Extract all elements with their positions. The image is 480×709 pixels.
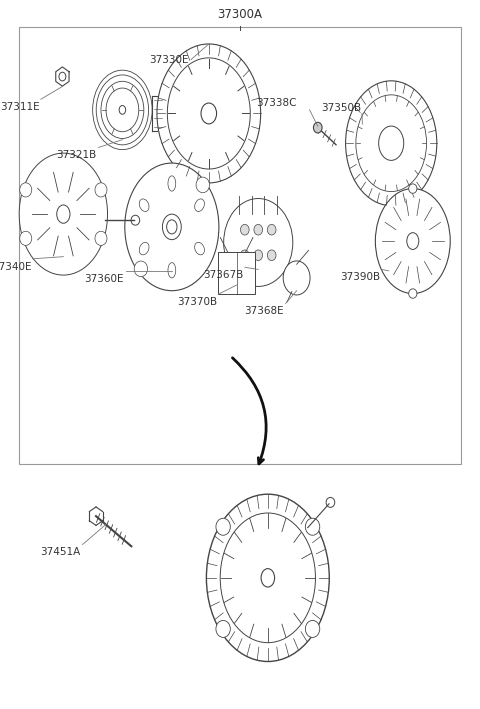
Bar xyxy=(19,27,461,464)
Ellipse shape xyxy=(254,250,263,261)
Text: 37340E: 37340E xyxy=(0,262,31,272)
Ellipse shape xyxy=(125,163,219,291)
Text: 37360E: 37360E xyxy=(84,274,124,284)
Ellipse shape xyxy=(379,126,404,160)
Ellipse shape xyxy=(305,518,320,535)
Bar xyxy=(218,252,255,294)
Ellipse shape xyxy=(267,250,276,261)
Ellipse shape xyxy=(283,261,310,295)
Ellipse shape xyxy=(168,176,176,191)
Ellipse shape xyxy=(408,184,417,194)
Ellipse shape xyxy=(216,620,230,637)
Ellipse shape xyxy=(261,569,275,587)
Ellipse shape xyxy=(168,58,250,169)
Ellipse shape xyxy=(167,220,177,234)
Ellipse shape xyxy=(19,153,108,275)
Ellipse shape xyxy=(375,189,450,294)
Ellipse shape xyxy=(267,224,276,235)
Ellipse shape xyxy=(305,620,320,637)
Text: 37350B: 37350B xyxy=(321,104,361,113)
Text: 37451A: 37451A xyxy=(40,547,81,557)
Ellipse shape xyxy=(346,81,437,206)
Ellipse shape xyxy=(157,44,261,183)
Ellipse shape xyxy=(139,199,149,211)
Ellipse shape xyxy=(216,518,230,535)
Text: 37390B: 37390B xyxy=(340,272,380,282)
Ellipse shape xyxy=(206,494,329,661)
Text: 37367B: 37367B xyxy=(204,270,244,280)
Ellipse shape xyxy=(95,183,107,197)
Ellipse shape xyxy=(313,122,322,133)
Text: 37311E: 37311E xyxy=(0,102,39,112)
Ellipse shape xyxy=(57,205,70,223)
Text: 37321B: 37321B xyxy=(56,150,96,160)
Ellipse shape xyxy=(201,103,216,124)
Text: 37370B: 37370B xyxy=(177,297,217,307)
Ellipse shape xyxy=(224,199,293,286)
Ellipse shape xyxy=(408,289,417,298)
Ellipse shape xyxy=(240,250,249,261)
Text: 37300A: 37300A xyxy=(217,9,263,21)
Text: 37330E: 37330E xyxy=(149,55,189,65)
Text: 37368E: 37368E xyxy=(244,306,284,316)
Ellipse shape xyxy=(195,199,204,211)
Ellipse shape xyxy=(95,231,107,245)
Ellipse shape xyxy=(162,214,181,240)
Ellipse shape xyxy=(240,224,249,235)
Text: 37338C: 37338C xyxy=(256,98,297,108)
Ellipse shape xyxy=(20,231,32,245)
Ellipse shape xyxy=(134,261,148,277)
Ellipse shape xyxy=(195,242,204,255)
Ellipse shape xyxy=(254,224,263,235)
Ellipse shape xyxy=(139,242,149,255)
Ellipse shape xyxy=(168,262,176,278)
Ellipse shape xyxy=(220,513,315,642)
Ellipse shape xyxy=(196,177,209,193)
Ellipse shape xyxy=(356,95,427,191)
Ellipse shape xyxy=(407,233,419,250)
Ellipse shape xyxy=(20,183,32,197)
